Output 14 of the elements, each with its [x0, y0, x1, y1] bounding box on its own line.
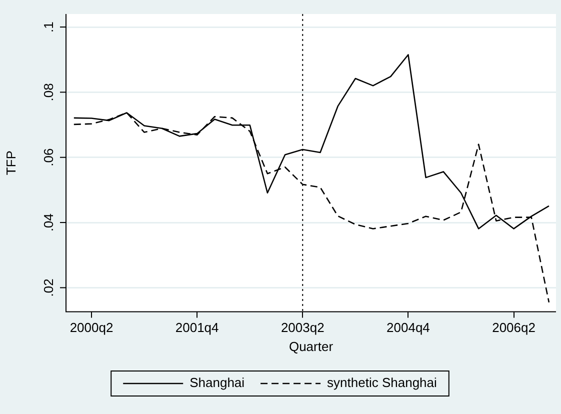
y-tick-label: .02: [41, 278, 56, 297]
x-tick-label: 2004q4: [386, 320, 430, 336]
legend-label: Shanghai: [190, 375, 245, 390]
x-tick-label: 2000q2: [70, 320, 114, 336]
x-axis-title: Quarter: [288, 338, 334, 354]
y-tick-label: .04: [41, 213, 56, 232]
y-tick-label: .06: [41, 148, 56, 166]
x-tick-label: 2003q2: [280, 320, 324, 336]
x-tick-label: 2001q4: [175, 320, 219, 336]
x-tick-label: 2006q2: [492, 320, 536, 336]
y-tick-label: .08: [41, 83, 56, 102]
legend-label: synthetic Shanghai: [327, 375, 438, 390]
y-tick-label: .1: [41, 22, 56, 32]
y-axis-title: TFP: [3, 150, 18, 176]
